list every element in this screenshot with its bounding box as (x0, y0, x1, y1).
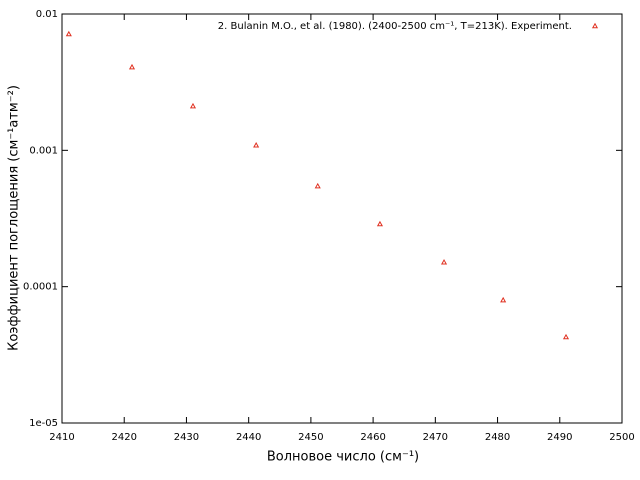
legend-marker (591, 22, 599, 29)
point (440, 259, 448, 265)
point (376, 220, 384, 227)
x-tick-label: 2440 (236, 432, 261, 443)
x-tick-label: 2430 (174, 432, 199, 443)
plot-border (61, 13, 623, 424)
x-tick-label: 2420 (111, 432, 136, 443)
x-axis-label: Волновое число (см⁻¹) (267, 450, 419, 465)
point (253, 142, 260, 148)
y-tick-label: 1e-05 (29, 418, 58, 429)
y-tick-label: 0.0001 (23, 282, 58, 293)
x-tick-label: 2450 (298, 432, 323, 443)
x-tick-label: 2470 (423, 432, 448, 443)
point (562, 333, 570, 340)
point (128, 63, 136, 70)
x-tick-label: 2490 (547, 432, 572, 443)
y-tick-label: 0.01 (36, 9, 58, 20)
point (500, 296, 507, 303)
legend-label: 2. Bulanin M.O., et al. (1980). (2400-25… (218, 21, 572, 32)
x-tick-label: 2500 (609, 432, 634, 443)
point (189, 102, 197, 109)
y-tick-label: 0.001 (29, 145, 58, 156)
point (314, 182, 321, 189)
x-tick-label: 2410 (49, 432, 74, 443)
point (65, 30, 72, 37)
x-tick-label: 2480 (485, 432, 510, 443)
y-axis-label: Коэффициент поглощения (см⁻¹атм⁻²) (7, 85, 22, 351)
x-tick-label: 2460 (360, 432, 385, 443)
